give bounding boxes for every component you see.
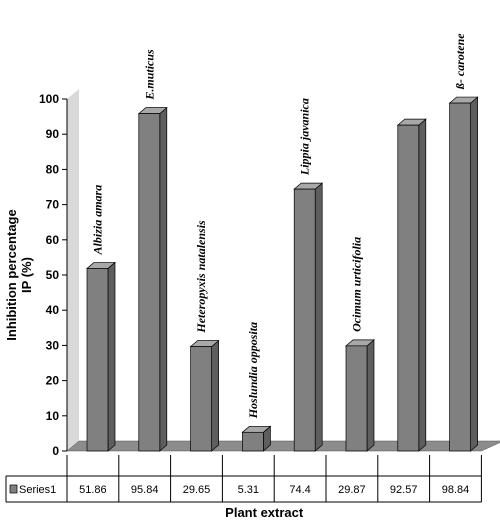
bar-side	[314, 182, 323, 452]
bar-category-label: E.muticus	[142, 49, 156, 101]
bar	[345, 345, 368, 452]
bar	[190, 346, 212, 452]
bar-category-label: Ocimum urticifolia	[350, 237, 364, 332]
bar-side	[211, 339, 219, 452]
floor	[66, 440, 500, 452]
left-wall	[67, 89, 79, 451]
bar-category-label: ß- carotene	[453, 33, 467, 90]
y-tick-label: 0	[52, 444, 59, 458]
bar	[397, 124, 420, 452]
legend-series-name: Series1	[19, 484, 56, 496]
y-tick-label: 30	[46, 338, 60, 352]
y-axis-title-line: IP (%)	[19, 257, 34, 293]
bar-category-label: Lippia javanica	[298, 98, 312, 176]
bar	[242, 431, 264, 452]
bar	[449, 102, 471, 452]
y-tick-label: 70	[46, 198, 60, 212]
bar-category-label: Hoslundia opposita	[246, 322, 260, 419]
bar	[293, 188, 316, 452]
y-axis-title-line: Inhibition percentage	[4, 209, 19, 340]
bar-side	[470, 96, 478, 452]
bar	[86, 268, 109, 452]
bar-side	[159, 106, 168, 452]
table-value: 92.57	[390, 484, 418, 496]
y-tick-label: 50	[46, 268, 60, 282]
y-tick-label: 90	[46, 127, 60, 141]
y-tick-label: 60	[46, 233, 60, 247]
table-value: 51.86	[79, 484, 107, 496]
y-tick-label: 100	[39, 92, 59, 106]
bar	[138, 113, 161, 452]
table-value: 5.31	[238, 484, 259, 496]
table-value: 74.4	[289, 484, 310, 496]
table-value: 29.87	[338, 484, 366, 496]
y-tick-label: 40	[46, 303, 60, 317]
y-tick-label: 10	[46, 409, 60, 423]
table-value: 98.84	[442, 484, 470, 496]
x-axis-title: Plant extract	[225, 505, 304, 520]
table-value: 29.65	[183, 484, 211, 496]
y-tick-label: 20	[46, 374, 60, 388]
bar-side	[418, 118, 427, 452]
y-tick-label: 80	[46, 162, 60, 176]
bar-side	[366, 339, 375, 452]
bar-category-label: Heteropyxis natalensis	[194, 220, 208, 334]
bar-category-label: Albizia amara	[91, 185, 105, 256]
y-axis-title: Inhibition percentageIP (%)	[4, 209, 34, 340]
table-value: 95.84	[131, 484, 159, 496]
legend-swatch	[9, 484, 18, 494]
bar-side	[107, 261, 116, 452]
